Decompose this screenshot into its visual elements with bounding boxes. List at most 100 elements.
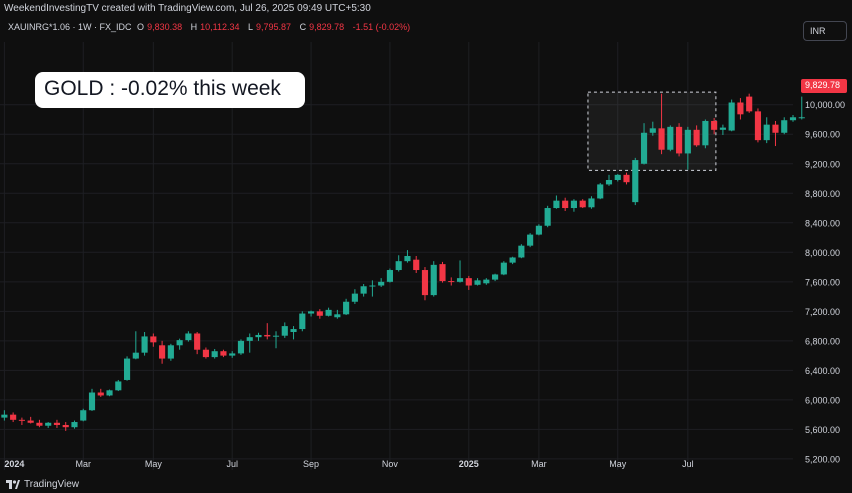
candle-body bbox=[123, 358, 131, 380]
symbol-name[interactable]: XAUINRG*1.06 · 1W · FX_IDC bbox=[8, 22, 132, 32]
close-label: C bbox=[299, 22, 307, 32]
candle-body bbox=[80, 410, 87, 421]
candle-body bbox=[229, 353, 236, 356]
low-value: 9,795.87 bbox=[256, 22, 292, 32]
candle-body bbox=[106, 390, 113, 396]
candle-body bbox=[141, 336, 148, 353]
candle-body bbox=[614, 174, 621, 180]
candle-body bbox=[185, 333, 192, 341]
candle-body bbox=[413, 259, 420, 271]
candle-body bbox=[246, 337, 253, 341]
candle-body bbox=[264, 334, 271, 337]
candle-body bbox=[535, 225, 542, 235]
bottom-bar bbox=[0, 478, 852, 493]
candle-body bbox=[272, 335, 280, 337]
gridlines bbox=[0, 42, 793, 470]
y-tick-label: 5,600.00 bbox=[805, 425, 840, 435]
candle-body bbox=[772, 124, 779, 133]
y-tick-label: 6,000.00 bbox=[805, 395, 840, 405]
candle-body bbox=[746, 96, 753, 112]
y-tick-label: 6,800.00 bbox=[805, 336, 840, 346]
candle-body bbox=[562, 200, 569, 209]
y-tick-label: 8,400.00 bbox=[805, 218, 840, 228]
candle-body bbox=[597, 184, 604, 199]
last-price-tag: 9,829.78 bbox=[801, 79, 847, 93]
candle-body bbox=[53, 422, 61, 425]
close-value: 9,829.78 bbox=[309, 22, 345, 32]
y-axis: 5,200.00 5,600.00 6,000.00 6,400.00 6,800.00… bbox=[805, 100, 845, 464]
candle-body bbox=[343, 301, 350, 315]
candle-body bbox=[255, 334, 262, 338]
low-label: L bbox=[248, 22, 254, 32]
candle-body bbox=[474, 280, 481, 285]
candle-body bbox=[456, 278, 464, 282]
candle-body bbox=[605, 179, 613, 185]
candle-body bbox=[1, 414, 8, 418]
high-label: H bbox=[190, 22, 198, 32]
candle-body bbox=[395, 261, 402, 271]
candle-body bbox=[290, 329, 297, 333]
x-tick-label: Sep bbox=[303, 459, 319, 469]
candle-body bbox=[386, 270, 393, 282]
candle-body bbox=[115, 381, 122, 391]
y-tick-label: 8,000.00 bbox=[805, 248, 840, 258]
candle-body bbox=[369, 285, 376, 287]
candle-body bbox=[737, 102, 744, 115]
candle-body bbox=[307, 311, 315, 314]
x-tick-label: Jul bbox=[226, 459, 238, 469]
y-tick-label: 7,600.00 bbox=[805, 277, 840, 287]
candle-body bbox=[159, 345, 166, 359]
change-value: -1.51 (-0.02%) bbox=[352, 22, 411, 32]
candle-body bbox=[527, 234, 534, 246]
candle-body bbox=[404, 256, 411, 262]
candle-body bbox=[570, 200, 578, 209]
top-bar: WeekendInvestingTV created with TradingV… bbox=[0, 0, 852, 18]
candle-body bbox=[176, 340, 183, 346]
candle-body bbox=[351, 293, 358, 302]
y-tick-label: 6,400.00 bbox=[805, 366, 840, 376]
y-tick-label: 5,200.00 bbox=[805, 454, 840, 464]
candle-body bbox=[194, 333, 201, 350]
candle-body bbox=[150, 336, 157, 343]
y-tick-label: 10,000.00 bbox=[805, 100, 845, 110]
x-tick-label: Nov bbox=[382, 459, 399, 469]
candle-body bbox=[676, 126, 683, 154]
tradingview-logo-icon bbox=[6, 480, 20, 489]
candle-body bbox=[798, 117, 805, 119]
candle-body bbox=[220, 351, 227, 356]
currency-button[interactable]: INR bbox=[803, 21, 847, 41]
open-value: 9,830.38 bbox=[147, 22, 183, 32]
candle-body bbox=[509, 257, 516, 263]
candle-body bbox=[334, 314, 341, 318]
candle-body bbox=[719, 127, 726, 130]
candle-body bbox=[202, 349, 209, 358]
candle-body bbox=[728, 102, 735, 131]
candle-body bbox=[623, 174, 630, 183]
x-tick-label: May bbox=[609, 459, 627, 469]
candle-body bbox=[97, 392, 104, 396]
candle-body bbox=[754, 111, 762, 141]
y-tick-label: 9,600.00 bbox=[805, 130, 840, 140]
candle-body bbox=[132, 352, 139, 359]
candle-body bbox=[281, 326, 288, 336]
candle-body bbox=[71, 422, 78, 428]
candle-body bbox=[299, 313, 306, 330]
candle-body bbox=[325, 309, 332, 316]
candle-body bbox=[492, 274, 499, 280]
candle-body bbox=[211, 351, 218, 358]
x-tick-label: 2025 bbox=[459, 459, 479, 469]
candle-body bbox=[781, 120, 788, 133]
candle-body bbox=[588, 198, 595, 208]
y-tick-label: 9,200.00 bbox=[805, 159, 840, 169]
candle-body bbox=[483, 279, 490, 284]
candle-body bbox=[518, 245, 525, 258]
symbol-legend: XAUINRG*1.06 · 1W · FX_IDC O 9,830.38 H 10… bbox=[8, 22, 413, 32]
x-tick-label: May bbox=[145, 459, 163, 469]
x-tick-label: Jul bbox=[682, 459, 694, 469]
candle-body bbox=[667, 126, 674, 150]
candle-body bbox=[693, 129, 700, 146]
tradingview-brand[interactable]: TradingView bbox=[24, 479, 80, 490]
candle-body bbox=[167, 345, 174, 359]
candle-body bbox=[684, 129, 691, 154]
